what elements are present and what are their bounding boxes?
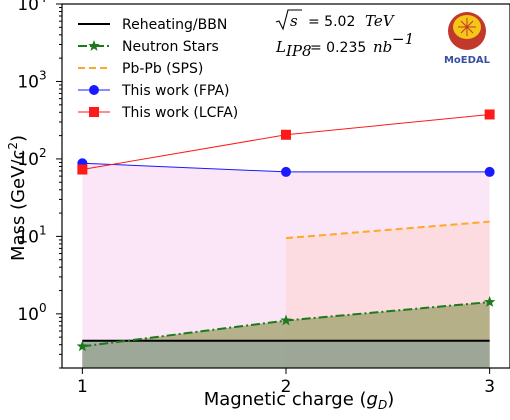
point-this-work-lcfa-2 — [281, 129, 291, 140]
point-this-work-lcfa-3 — [484, 109, 495, 120]
legend-marker-this-work-fpa — [89, 85, 99, 95]
y-axis-ticks: 100 101 102 103 104 — [17, 0, 62, 369]
point-this-work-fpa-2 — [281, 166, 291, 177]
line-this-work-lcfa — [82, 113, 490, 171]
sqrt-s-unit: TeV — [365, 12, 396, 30]
y-tick-label-100: 102 — [17, 146, 46, 170]
energy-annotation: s = 5.02 TeV — [275, 9, 396, 31]
y-tick-label-10: 101 — [17, 223, 46, 247]
legend-marker-neutron-stars — [88, 40, 100, 51]
y-tick-label-1000: 103 — [17, 68, 46, 92]
legend-label-reheating-bbn: Reheating/BBN — [122, 17, 227, 33]
luminosity-annotation: L IP8 = 0.235 nb −1 — [275, 30, 414, 60]
lumi-value: = 0.235 — [310, 40, 366, 56]
legend-entry-this-work-fpa: This work (FPA) — [78, 83, 230, 99]
legend-label-this-work-lcfa: This work (LCFA) — [121, 105, 238, 121]
line-pb-pb-sps — [285, 220, 490, 240]
y-tick-label-10000: 104 — [17, 0, 46, 15]
series-markers — [76, 109, 496, 352]
legend-label-this-work-fpa: This work (FPA) — [121, 83, 230, 99]
lumi-unit: nb — [373, 38, 392, 56]
sqrt-s-value: = 5.02 — [308, 14, 355, 30]
point-neutron-stars-2 — [280, 314, 292, 326]
legend-label-pb-pb-sps: Pb-Pb (SPS) — [122, 61, 203, 77]
moedal-logo: MoEDAL — [444, 12, 491, 66]
x-tick-label-1: 1 — [77, 377, 88, 397]
fill-reheating-bbn — [82, 340, 490, 368]
fill-layers — [82, 163, 490, 368]
x-axis-label: Magnetic charge (gD) — [204, 389, 395, 412]
x-axis-ticks: 1 2 3 — [77, 368, 495, 397]
y-tick-label-1: 100 — [17, 301, 46, 325]
logo-text: MoEDAL — [444, 55, 491, 66]
sqrt-symbol — [275, 9, 302, 31]
legend-marker-this-work-lcfa — [89, 107, 99, 117]
legend: Reheating/BBN Neutron Stars Pb-Pb (SPS) Thi… — [78, 17, 238, 121]
legend-entry-this-work-lcfa: This work (LCFA) — [78, 105, 238, 121]
legend-entry-pb-pb-sps: Pb-Pb (SPS) — [78, 61, 203, 77]
y-axis-label: Mass (GeV/c2) — [6, 135, 29, 261]
x-tick-label-3: 3 — [484, 377, 495, 397]
point-this-work-lcfa-1 — [77, 164, 88, 175]
point-this-work-fpa-3 — [484, 166, 495, 177]
legend-entry-reheating-bbn: Reheating/BBN — [78, 17, 227, 33]
logo-burst-icon — [458, 18, 476, 36]
sqrt-s-symbol: s — [290, 12, 298, 30]
lumi-exponent: −1 — [392, 30, 414, 48]
point-neutron-stars-1 — [76, 340, 89, 352]
legend-entry-neutron-stars: Neutron Stars — [78, 39, 219, 55]
legend-label-neutron-stars: Neutron Stars — [122, 39, 219, 55]
lumi-symbol: L — [275, 38, 286, 56]
lumi-subscript: IP8 — [285, 42, 312, 60]
x-tick-label-2: 2 — [281, 377, 292, 397]
point-neutron-stars-3 — [483, 296, 496, 307]
